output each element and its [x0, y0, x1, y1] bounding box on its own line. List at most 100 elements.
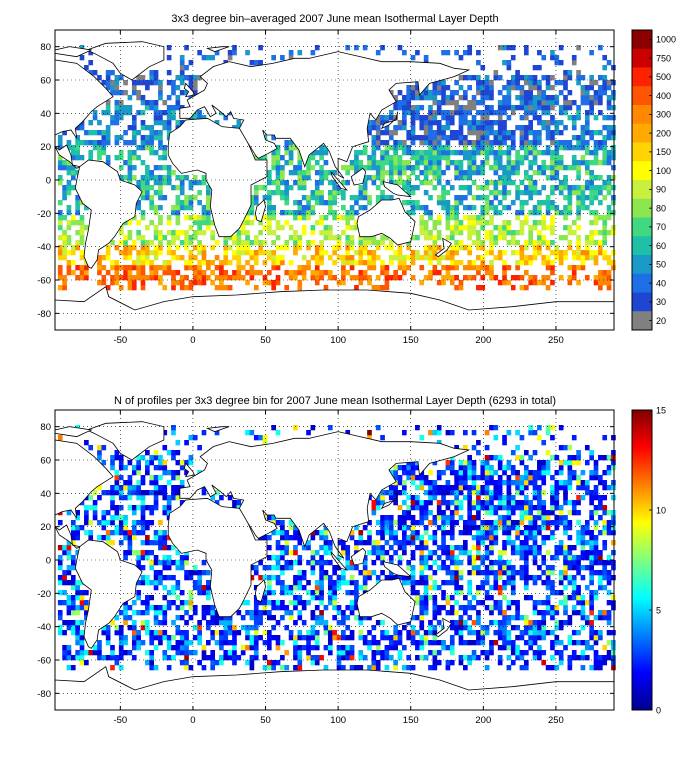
- bin-cell: [598, 665, 603, 671]
- bin-cell: [280, 665, 285, 671]
- bin-cell: [362, 655, 368, 661]
- bin-cell: [523, 650, 529, 656]
- bin-cell: [593, 280, 599, 286]
- bin-cell: [532, 550, 538, 556]
- bin-cell: [611, 135, 616, 141]
- bin-cell: [380, 270, 385, 276]
- bin-cell: [79, 595, 85, 601]
- bin-cell: [480, 530, 486, 536]
- bin-cell: [471, 95, 477, 101]
- bin-cell: [136, 470, 141, 476]
- bin-cell: [362, 260, 368, 266]
- bin-cell: [523, 215, 529, 221]
- bin-cell: [84, 515, 89, 521]
- bin-cell: [301, 635, 307, 641]
- bin-cell: [70, 565, 76, 571]
- bin-cell: [558, 255, 564, 261]
- bin-cell: [519, 545, 525, 551]
- bin-cell: [197, 190, 202, 196]
- bin-cell: [149, 490, 155, 496]
- bin-cell: [554, 120, 560, 126]
- bin-cell: [349, 560, 355, 566]
- bin-cell: [571, 595, 577, 601]
- bin-cell: [563, 80, 568, 86]
- bin-cell: [123, 520, 128, 526]
- bin-cell: [402, 575, 407, 581]
- bin-cell: [445, 275, 451, 281]
- bin-cell: [101, 515, 107, 521]
- bin-cell: [140, 75, 146, 81]
- bin-cell: [375, 135, 381, 141]
- bin-cell: [306, 600, 311, 606]
- bin-cell: [436, 105, 442, 111]
- bin-cell: [362, 190, 368, 196]
- bin-cell: [75, 595, 80, 601]
- bin-cell: [271, 565, 276, 571]
- bin-cell: [410, 640, 416, 646]
- bin-cell: [493, 255, 499, 261]
- bin-cell: [184, 235, 189, 241]
- bin-cell: [206, 590, 211, 596]
- bin-cell: [145, 600, 150, 606]
- bin-cell: [445, 95, 451, 101]
- bin-cell: [162, 260, 168, 266]
- bin-cell: [541, 555, 547, 561]
- bin-cell: [288, 160, 294, 166]
- bin-cell: [602, 115, 608, 121]
- bin-cell: [449, 135, 455, 141]
- bin-cell: [489, 275, 494, 281]
- bin-cell: [388, 135, 394, 141]
- bin-cell: [541, 625, 547, 631]
- bin-cell: [458, 490, 464, 496]
- bin-cell: [497, 585, 503, 591]
- bin-cell: [537, 650, 542, 656]
- bin-cell: [380, 635, 385, 641]
- bin-cell: [584, 150, 590, 156]
- bin-cell: [432, 110, 438, 116]
- bin-cell: [306, 165, 311, 171]
- bin-cell: [145, 240, 150, 246]
- bin-cell: [580, 200, 586, 206]
- bin-cell: [358, 150, 364, 156]
- bin-cell: [502, 640, 507, 646]
- bin-cell: [484, 500, 490, 506]
- bin-cell: [293, 165, 298, 171]
- bin-cell: [458, 575, 464, 581]
- bin-cell: [497, 210, 503, 216]
- bin-cell: [332, 235, 337, 241]
- bin-cell: [589, 50, 594, 56]
- bin-cell: [589, 565, 594, 571]
- bin-cell: [476, 240, 481, 246]
- bin-cell: [262, 600, 268, 606]
- bin-cell: [153, 120, 159, 126]
- bin-cell: [402, 165, 407, 171]
- bin-cell: [593, 210, 599, 216]
- bin-cell: [528, 235, 533, 241]
- bin-cell: [458, 230, 464, 236]
- bin-cell: [558, 515, 564, 521]
- bin-cell: [458, 465, 464, 471]
- bin-cell: [62, 130, 67, 136]
- bin-cell: [467, 100, 473, 106]
- bin-cell: [275, 580, 281, 586]
- bin-cell: [162, 535, 168, 541]
- bin-cell: [497, 660, 503, 666]
- bin-cell: [149, 265, 155, 271]
- bin-cell: [428, 260, 433, 266]
- bin-cell: [188, 615, 194, 621]
- bin-cell: [162, 655, 168, 661]
- bin-cell: [175, 100, 181, 106]
- bin-cell: [606, 510, 612, 516]
- bin-cell: [323, 235, 329, 241]
- bin-cell: [262, 595, 268, 601]
- bin-cell: [114, 75, 120, 81]
- bin-cell: [476, 90, 481, 96]
- bin-cell: [537, 525, 542, 531]
- bin-cell: [423, 510, 429, 516]
- bin-cell: [476, 630, 481, 636]
- bin-cell: [537, 565, 542, 571]
- bin-cell: [598, 630, 603, 636]
- bin-cell: [266, 210, 272, 216]
- bin-cell: [528, 500, 533, 506]
- bin-cell: [532, 95, 538, 101]
